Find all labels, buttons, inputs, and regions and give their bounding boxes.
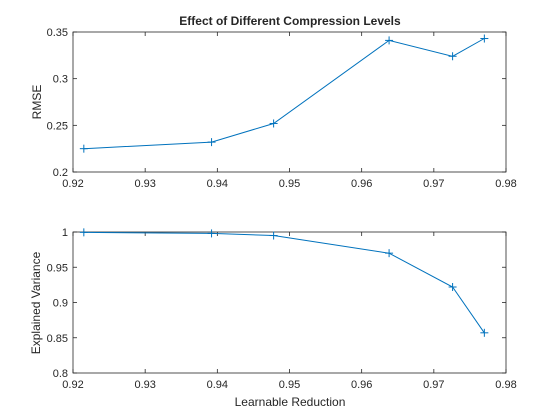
- chart-title: Effect of Different Compression Levels: [179, 14, 401, 28]
- y-tick-label: 0.95: [47, 262, 68, 274]
- data-point-marker: [480, 34, 489, 43]
- data-point-marker: [385, 249, 394, 258]
- data-point-marker: [269, 231, 278, 240]
- x-tick-label: 0.92: [62, 178, 83, 190]
- x-tick-label: 0.96: [351, 379, 372, 391]
- y-tick-label: 0.35: [47, 27, 68, 39]
- plot-area-rmse: 0.92 0.93 0.94 0.95 0.96 0.97 0.98 0.2 0.25 0.3 0.…: [47, 27, 517, 190]
- x-tick-label: 0.96: [351, 178, 372, 190]
- y-tick-label: 0.3: [53, 74, 68, 86]
- y-tick-label: 0.9: [53, 298, 68, 310]
- x-axis-label: Learnable Reduction: [235, 395, 346, 409]
- y-tick-label: 0.2: [53, 167, 68, 179]
- data-point-marker: [269, 119, 278, 128]
- series-line: [83, 38, 485, 150]
- y-axis-label-rmse: RMSE: [30, 85, 44, 120]
- data-point-marker: [448, 52, 457, 61]
- x-tick-label: 0.98: [495, 379, 516, 391]
- data-point-marker: [79, 144, 88, 153]
- data-point-marker: [79, 228, 88, 237]
- x-tick-label: 0.95: [279, 178, 300, 190]
- series-line: [83, 231, 485, 334]
- x-tick-label: 0.97: [423, 379, 444, 391]
- x-tick-label: 0.93: [134, 379, 155, 391]
- data-point-marker: [448, 282, 457, 291]
- x-tick-label: 0.95: [279, 379, 300, 391]
- y-axis-label-explained-variance: Explained Variance: [29, 251, 43, 354]
- x-tick-label: 0.98: [495, 178, 516, 190]
- y-tick-label: 1: [62, 227, 68, 239]
- subplot-explained-variance: Learnable Reduction Explained Variance 0…: [29, 227, 517, 409]
- y-tick-label: 0.25: [47, 120, 68, 132]
- plot-area-explained-variance: 0.92 0.93 0.94 0.95 0.96 0.97 0.98 0.8 0.85 0.9 0.…: [47, 227, 517, 391]
- data-point-marker: [207, 229, 216, 238]
- x-tick-label: 0.92: [62, 379, 83, 391]
- data-point-marker: [385, 36, 394, 45]
- y-tick-label: 0.8: [53, 368, 68, 380]
- x-tick-label: 0.93: [134, 178, 155, 190]
- subplot-rmse: Effect of Different Compression Levels R…: [30, 14, 517, 190]
- y-tick-label: 0.85: [47, 333, 68, 345]
- x-tick-label: 0.94: [207, 178, 228, 190]
- data-point-marker: [207, 138, 216, 147]
- x-tick-label: 0.97: [423, 178, 444, 190]
- data-point-marker: [480, 328, 489, 337]
- x-tick-label: 0.94: [207, 379, 228, 391]
